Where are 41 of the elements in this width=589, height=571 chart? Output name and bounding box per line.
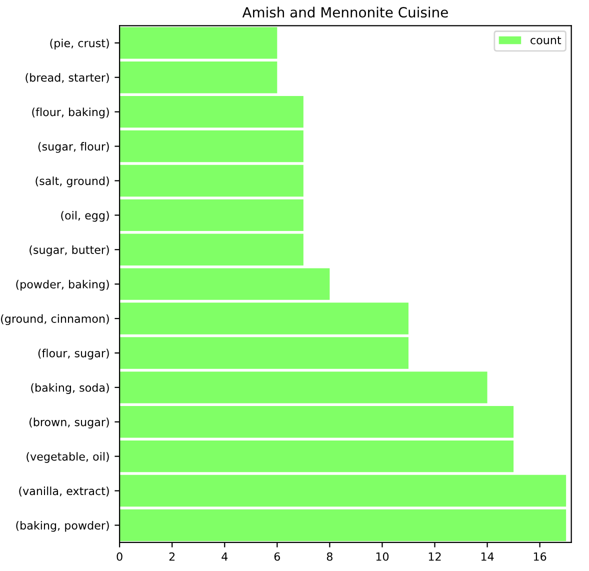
y-tick-label: (baking, powder) bbox=[16, 521, 109, 532]
y-tick-label: (powder, baking) bbox=[16, 280, 109, 291]
x-tick-label: 4 bbox=[222, 552, 228, 561]
x-tick-label: 12 bbox=[428, 552, 441, 561]
bar bbox=[120, 164, 304, 197]
y-tick-label: (baking, soda) bbox=[31, 383, 109, 394]
bar bbox=[120, 406, 514, 438]
legend-label: count bbox=[530, 36, 562, 44]
bar bbox=[120, 130, 304, 162]
bar bbox=[120, 509, 566, 542]
bar bbox=[120, 27, 278, 59]
x-tick-label: 0 bbox=[116, 552, 122, 561]
x-tick-label: 8 bbox=[326, 552, 332, 561]
y-tick-label: (vanilla, extract) bbox=[19, 486, 109, 496]
y-tick-label: (bread, starter) bbox=[26, 73, 109, 84]
bar bbox=[120, 268, 330, 300]
x-tick-label: 2 bbox=[169, 552, 175, 561]
bar bbox=[120, 440, 514, 472]
x-tick-label: 14 bbox=[481, 552, 494, 561]
bar bbox=[120, 234, 304, 266]
y-tick-label: (sugar, flour) bbox=[38, 142, 109, 153]
bar bbox=[120, 337, 408, 369]
chart-title: Amish and Mennonite Cuisine bbox=[242, 6, 448, 18]
bar bbox=[120, 302, 408, 334]
y-tick-label: (ground, cinnamon) bbox=[1, 314, 109, 326]
bar bbox=[120, 62, 278, 94]
y-tick-label: (salt, ground) bbox=[36, 176, 109, 188]
x-tick-label: 16 bbox=[534, 552, 546, 561]
y-tick-label: (pie, crust) bbox=[50, 38, 109, 50]
y-tick-label: (vegetable, oil) bbox=[26, 452, 109, 463]
y-tick-label: (oil, egg) bbox=[61, 210, 109, 222]
bar bbox=[120, 96, 304, 128]
bar bbox=[120, 474, 566, 507]
y-tick-label: (flour, sugar) bbox=[38, 348, 109, 360]
x-tick-label: 10 bbox=[376, 552, 389, 561]
bar bbox=[120, 372, 488, 404]
y-tick-label: (brown, sugar) bbox=[30, 418, 109, 428]
y-tick-label: (sugar, butter) bbox=[30, 245, 109, 256]
y-tick-label: (flour, baking) bbox=[32, 108, 109, 118]
bar bbox=[120, 199, 304, 232]
x-tick-label: 6 bbox=[274, 552, 280, 561]
